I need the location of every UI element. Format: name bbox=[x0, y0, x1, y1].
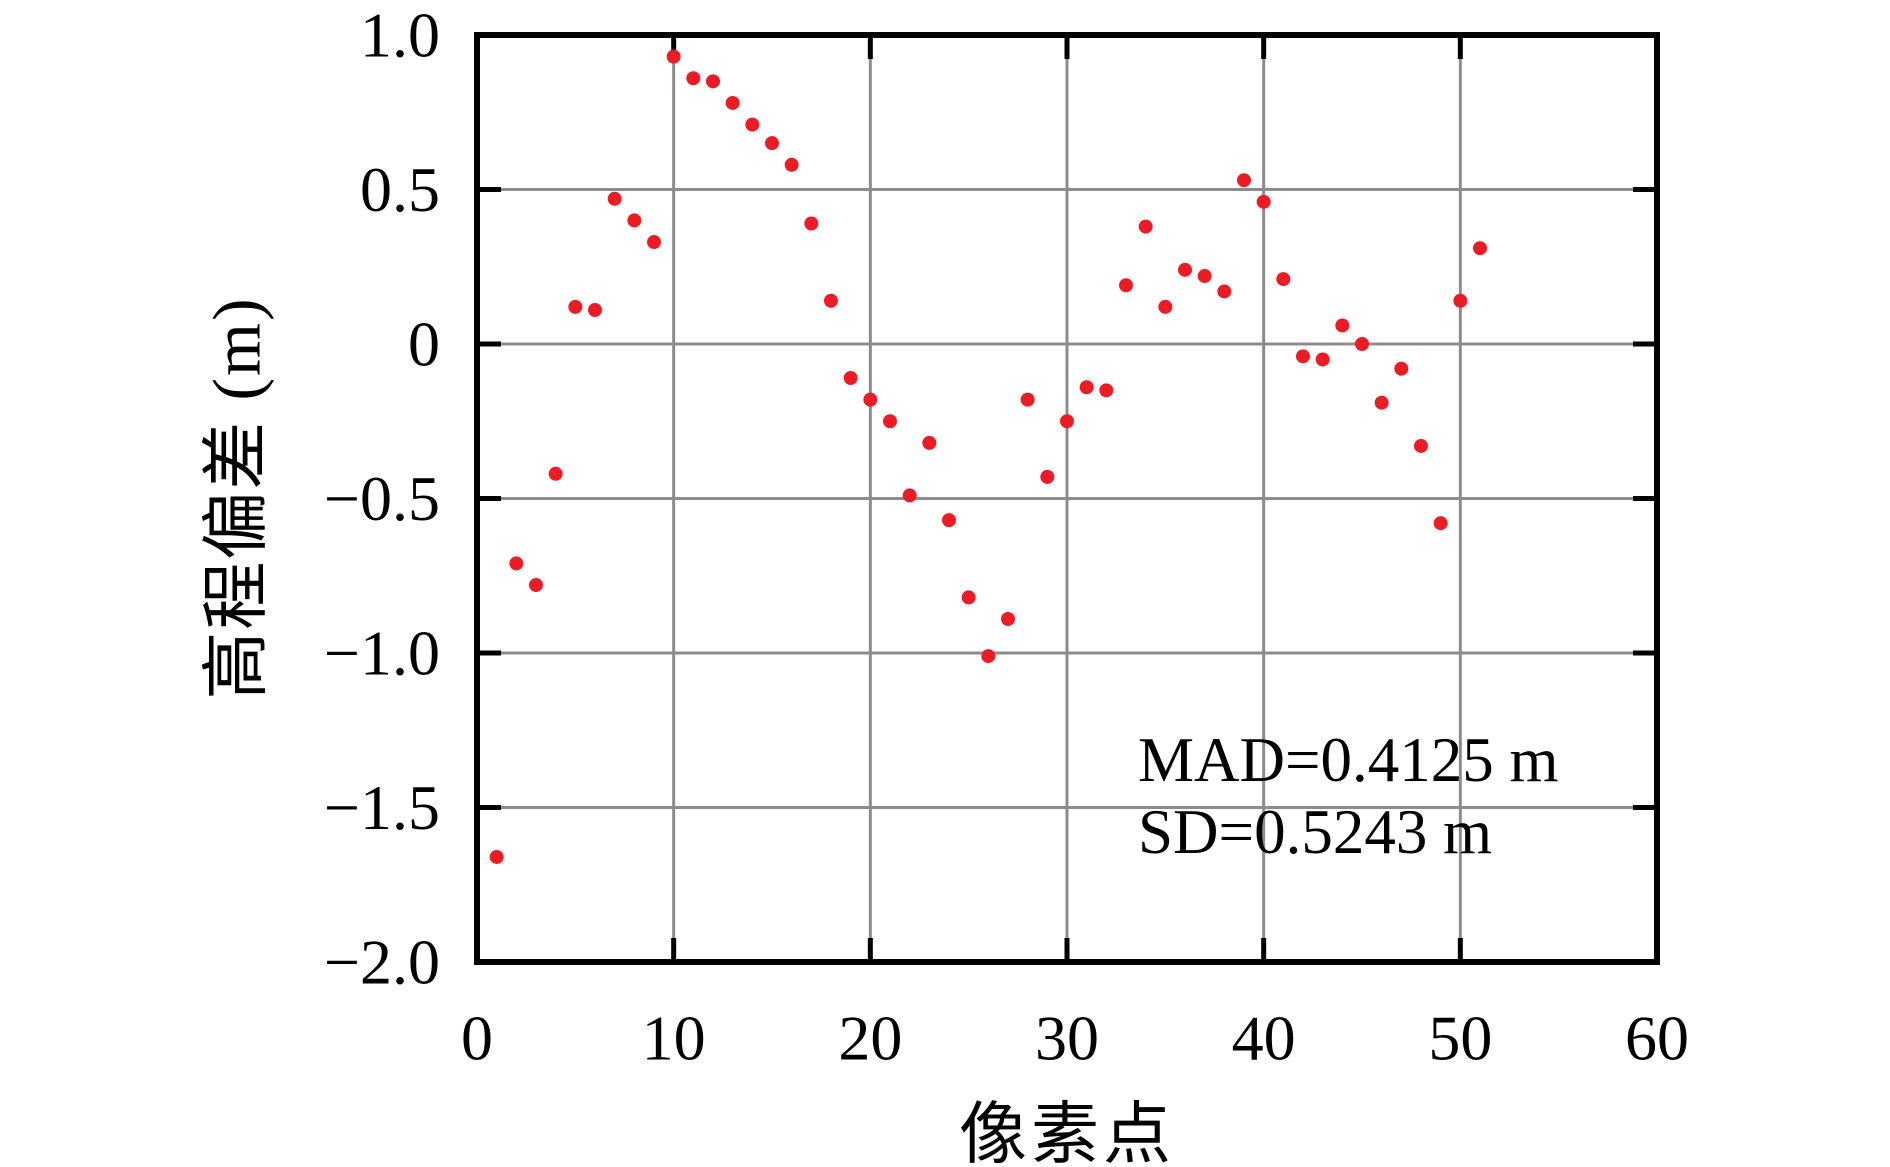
x-tick-label: 30 bbox=[1035, 1003, 1099, 1074]
data-point bbox=[666, 49, 681, 64]
data-point bbox=[725, 95, 740, 110]
y-tick-label: −1.0 bbox=[324, 618, 440, 689]
data-point bbox=[1119, 278, 1133, 293]
data-point bbox=[1001, 612, 1015, 627]
data-point bbox=[863, 392, 878, 407]
data-point bbox=[1197, 269, 1212, 284]
mad-value: MAD=0.4125 m bbox=[1138, 725, 1559, 795]
data-point bbox=[784, 157, 799, 172]
data-point bbox=[981, 649, 996, 664]
data-point bbox=[1315, 352, 1330, 367]
data-point bbox=[1217, 284, 1232, 299]
sd-value: SD=0.5243 m bbox=[1138, 797, 1493, 867]
data-point bbox=[1237, 173, 1251, 188]
data-point bbox=[745, 117, 760, 132]
data-point bbox=[627, 213, 642, 228]
data-point bbox=[1178, 262, 1192, 277]
stats-annotation: MAD=0.4125 m SD=0.5243 m bbox=[1138, 724, 1559, 868]
data-point bbox=[902, 488, 917, 503]
data-point bbox=[607, 191, 622, 206]
data-point bbox=[1020, 392, 1035, 407]
x-tick-label: 10 bbox=[642, 1003, 706, 1074]
data-point bbox=[1355, 337, 1369, 351]
data-point bbox=[1453, 293, 1468, 308]
data-point bbox=[1060, 414, 1074, 429]
y-tick-label: −1.5 bbox=[324, 772, 440, 843]
data-point bbox=[548, 466, 563, 481]
data-point bbox=[1473, 241, 1487, 256]
data-point bbox=[1099, 383, 1114, 398]
y-tick-label: −2.0 bbox=[324, 927, 440, 998]
x-tick-label: 40 bbox=[1232, 1003, 1296, 1074]
data-point bbox=[1433, 516, 1448, 531]
data-point bbox=[961, 590, 976, 605]
y-axis-label: 高程偏差 (m) bbox=[198, 296, 275, 700]
data-point bbox=[883, 414, 897, 429]
data-point bbox=[824, 293, 838, 308]
y-tick-label: −0.5 bbox=[324, 463, 440, 534]
data-point bbox=[804, 216, 819, 231]
data-point bbox=[1079, 380, 1094, 395]
x-tick-label: 20 bbox=[838, 1003, 902, 1074]
data-point bbox=[1158, 299, 1173, 314]
x-axis-label: 像素点 bbox=[958, 1096, 1176, 1167]
data-point bbox=[1138, 219, 1153, 234]
data-point bbox=[942, 513, 956, 528]
data-point bbox=[568, 299, 583, 314]
data-point bbox=[1296, 349, 1310, 364]
data-point bbox=[647, 235, 661, 250]
data-point bbox=[588, 303, 602, 318]
data-point bbox=[843, 370, 858, 385]
data-point bbox=[922, 435, 937, 450]
data-point bbox=[1374, 395, 1389, 410]
data-point bbox=[489, 849, 504, 864]
data-point bbox=[529, 578, 543, 593]
data-point bbox=[509, 556, 524, 571]
data-point bbox=[1276, 272, 1291, 287]
y-tick-label: 0 bbox=[408, 309, 440, 380]
data-point bbox=[686, 71, 701, 86]
data-point bbox=[706, 74, 720, 89]
x-tick-label: 0 bbox=[461, 1003, 493, 1074]
data-point bbox=[1040, 469, 1055, 484]
data-point bbox=[1335, 318, 1350, 333]
y-tick-label: 0.5 bbox=[360, 154, 440, 225]
y-tick-label: 1.0 bbox=[360, 0, 440, 71]
data-point bbox=[1256, 194, 1271, 209]
data-point bbox=[1394, 361, 1409, 376]
x-tick-label: 50 bbox=[1428, 1003, 1492, 1074]
x-tick-label: 60 bbox=[1625, 1003, 1689, 1074]
data-point bbox=[765, 136, 779, 151]
data-point bbox=[1414, 438, 1428, 453]
